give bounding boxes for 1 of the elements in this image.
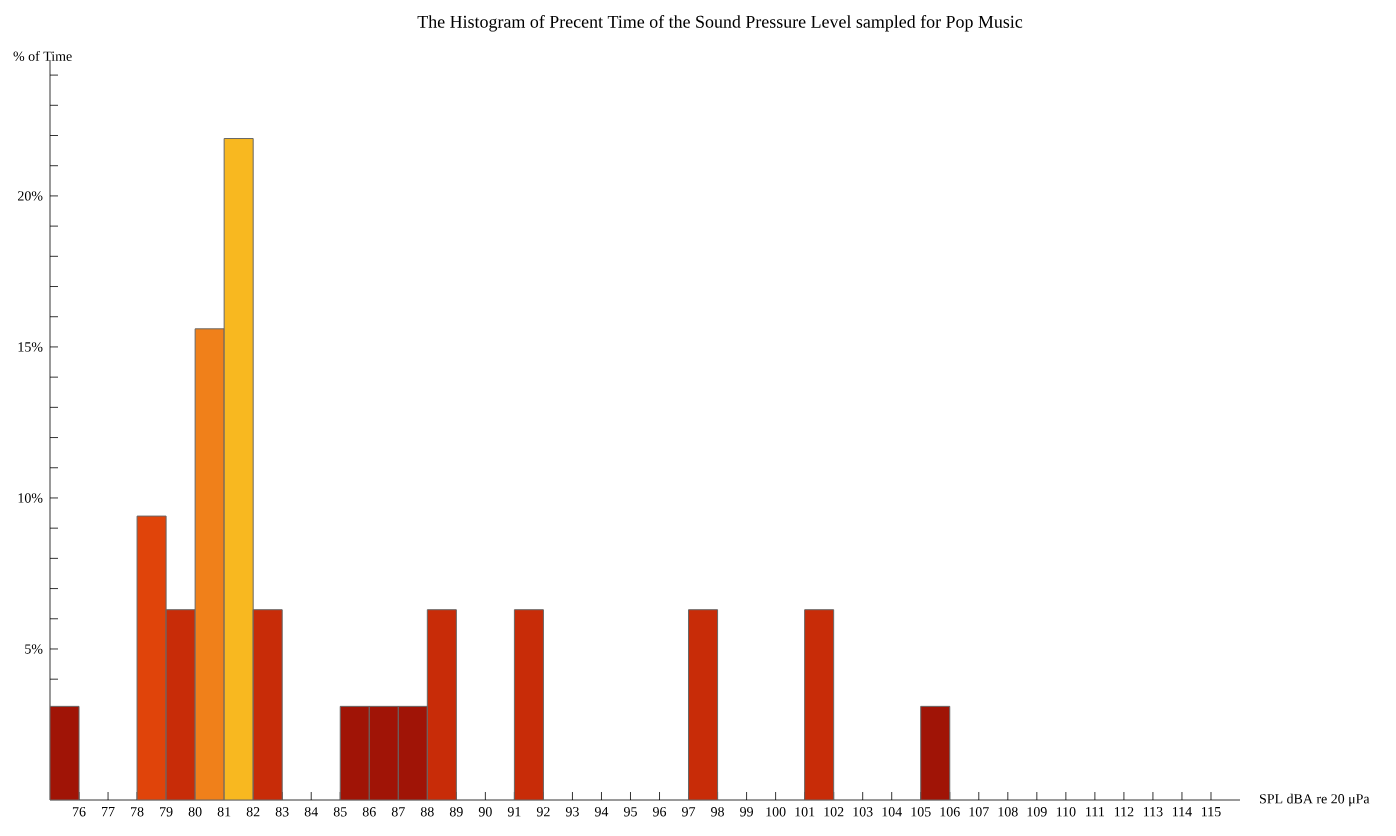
chart-title: The Histogram of Precent Time of the Sound Pressure Level sampled for Pop Music bbox=[417, 15, 1023, 32]
